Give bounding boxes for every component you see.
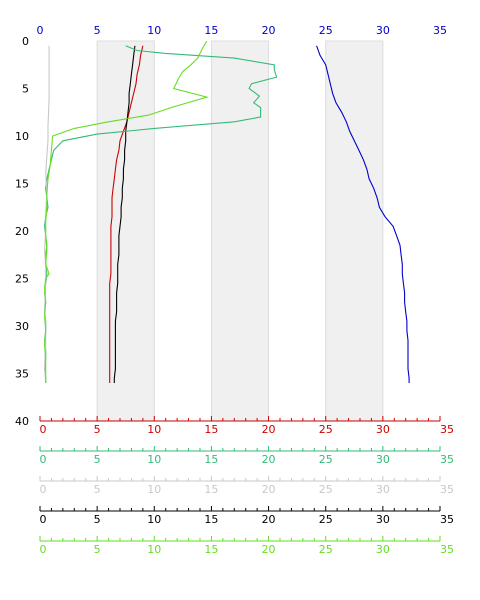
bottom-axis-2-tick-label-0: 0 [40, 483, 47, 496]
top-axis-tick-label-6: 30 [376, 24, 390, 37]
top-axis-tick-label-2: 10 [147, 24, 161, 37]
bottom-axis-3-tick-label-1: 5 [94, 513, 101, 526]
bottom-axis-2-tick-label-1: 5 [94, 483, 101, 496]
depth-axis-tick-label-7: 35 [15, 368, 29, 381]
bottom-axis-2-tick-label-7: 35 [440, 483, 454, 496]
depth-axis-tick-label-3: 15 [15, 178, 29, 191]
bottom-axis-2-tick-label-3: 15 [204, 483, 218, 496]
bottom-axis-2-tick-label-2: 10 [147, 483, 161, 496]
bottom-axis-4-tick-label-1: 5 [94, 543, 101, 556]
shaded-band-1 [210, 40, 270, 422]
shaded-band-2 [325, 40, 384, 422]
bottom-axis-3-tick-label-6: 30 [376, 513, 390, 526]
series-line-2 [113, 45, 136, 383]
bottom-axis-2-tick-label-4: 20 [262, 483, 276, 496]
bottom-axis-0-tick-label-6: 30 [376, 423, 390, 436]
bottom-axis-0-tick-label-1: 5 [94, 423, 101, 436]
bottom-axis-4-tick-label-7: 35 [440, 543, 454, 556]
depth-axis-tick-label-6: 30 [15, 320, 29, 333]
top-axis-tick-label-3: 15 [204, 24, 218, 37]
bottom-axis-4-tick-label-6: 30 [376, 543, 390, 556]
series-line-5 [44, 40, 209, 383]
series-line-0 [316, 45, 410, 383]
bottom-axis-3-tick-label-5: 25 [319, 513, 333, 526]
bottom-axis-0-tick-label-5: 25 [319, 423, 333, 436]
top-axis-tick-label-5: 25 [319, 24, 333, 37]
top-axis-tick-label-1: 5 [94, 24, 101, 37]
bottom-axis-2-tick-label-5: 25 [319, 483, 333, 496]
bottom-axis-0-tick-label-0: 0 [40, 423, 47, 436]
bottom-axis-0-tick-label-3: 15 [204, 423, 218, 436]
bottom-axis-1-tick-label-1: 5 [94, 453, 101, 466]
bottom-axis-3-tick-label-2: 10 [147, 513, 161, 526]
bottom-axis-3-tick-label-3: 15 [204, 513, 218, 526]
bottom-axis-3-tick-label-7: 35 [440, 513, 454, 526]
bottom-axis-1-tick-label-2: 10 [147, 453, 161, 466]
bottom-axis-0-tick-label-7: 35 [440, 423, 454, 436]
bottom-axis-4-tick-label-4: 20 [262, 543, 276, 556]
bottom-axis-1-tick-label-4: 20 [262, 453, 276, 466]
series-line-1 [109, 45, 144, 383]
depth-axis-tick-label-8: 40 [15, 415, 29, 428]
top-axis-tick-label-4: 20 [262, 24, 276, 37]
bottom-axis-0-tick-label-2: 10 [147, 423, 161, 436]
bottom-axis-1-tick-label-3: 15 [204, 453, 218, 466]
bottom-axis-1-tick-label-6: 30 [376, 453, 390, 466]
bottom-axis-4-tick-label-2: 10 [147, 543, 161, 556]
depth-axis-tick-label-0: 0 [22, 35, 29, 48]
top-axis-tick-label-7: 35 [433, 24, 447, 37]
bottom-axis-0-tick-label-4: 20 [262, 423, 276, 436]
bottom-axis-4-tick-label-5: 25 [319, 543, 333, 556]
bottom-axis-3-tick-label-0: 0 [40, 513, 47, 526]
depth-axis-tick-label-2: 10 [15, 130, 29, 143]
bottom-axis-4-tick-label-0: 0 [40, 543, 47, 556]
bottom-axis-3-tick-label-4: 20 [262, 513, 276, 526]
bottom-axis-2-tick-label-6: 30 [376, 483, 390, 496]
depth-axis-tick-label-4: 20 [15, 225, 29, 238]
bottom-axis-4-tick-label-3: 15 [204, 543, 218, 556]
depth-axis-tick-label-1: 5 [22, 83, 29, 96]
depth-axis-tick-label-5: 25 [15, 273, 29, 286]
bottom-axis-1-tick-label-0: 0 [40, 453, 47, 466]
top-axis-tick-label-0: 0 [37, 24, 44, 37]
bottom-axis-1-tick-label-7: 35 [440, 453, 454, 466]
shaded-band-0 [96, 40, 155, 422]
bottom-axis-1-tick-label-5: 25 [319, 453, 333, 466]
